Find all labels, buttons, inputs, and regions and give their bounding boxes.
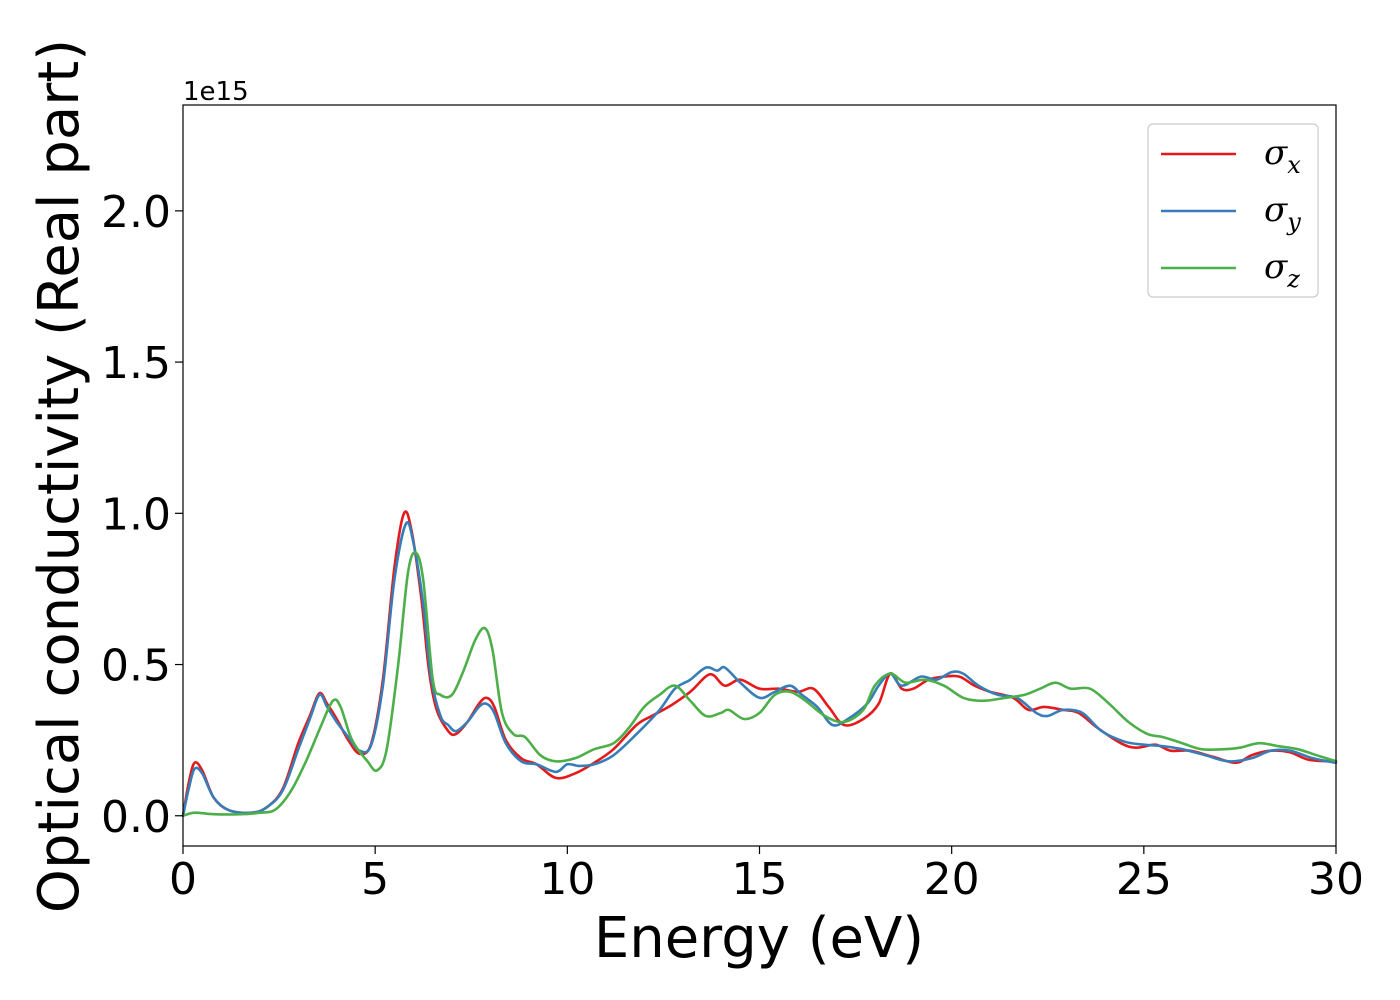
y-axis-label: Optical conductivity (Real part) <box>27 39 92 913</box>
y-tick-label: 2.0 <box>101 187 171 238</box>
x-tick-label: 25 <box>1116 854 1172 905</box>
y-tick-label: 1.0 <box>101 489 171 540</box>
legend: σx σy σz <box>1147 123 1319 298</box>
x-tick-label: 15 <box>732 854 788 905</box>
plot-area <box>181 104 1338 847</box>
y-offset-label: 1e15 <box>183 77 249 107</box>
x-tick-label: 5 <box>361 854 389 905</box>
x-tick-label: 10 <box>539 854 595 905</box>
x-axis-label: Energy (eV) <box>594 906 924 971</box>
x-tick-label: 20 <box>924 854 980 905</box>
y-tick-label: 0.5 <box>101 641 171 692</box>
legend-label-y: σy <box>1264 190 1301 236</box>
legend-label-x: σx <box>1264 133 1301 179</box>
legend-label-z: σz <box>1264 247 1300 293</box>
series-line-z <box>181 551 1338 818</box>
series-line-y <box>181 521 1338 818</box>
y-tick-label: 0.0 <box>101 792 171 843</box>
y-axis-ticks: 0.0 0.5 1.0 1.5 2.0 <box>101 187 183 843</box>
y-tick-label: 1.5 <box>101 338 171 389</box>
x-tick-label: 30 <box>1308 854 1364 905</box>
x-axis-ticks: 0 5 10 15 20 25 30 <box>169 846 1364 905</box>
series-layer <box>181 510 1338 818</box>
x-tick-label: 0 <box>169 854 197 905</box>
series-line-x <box>181 510 1338 818</box>
